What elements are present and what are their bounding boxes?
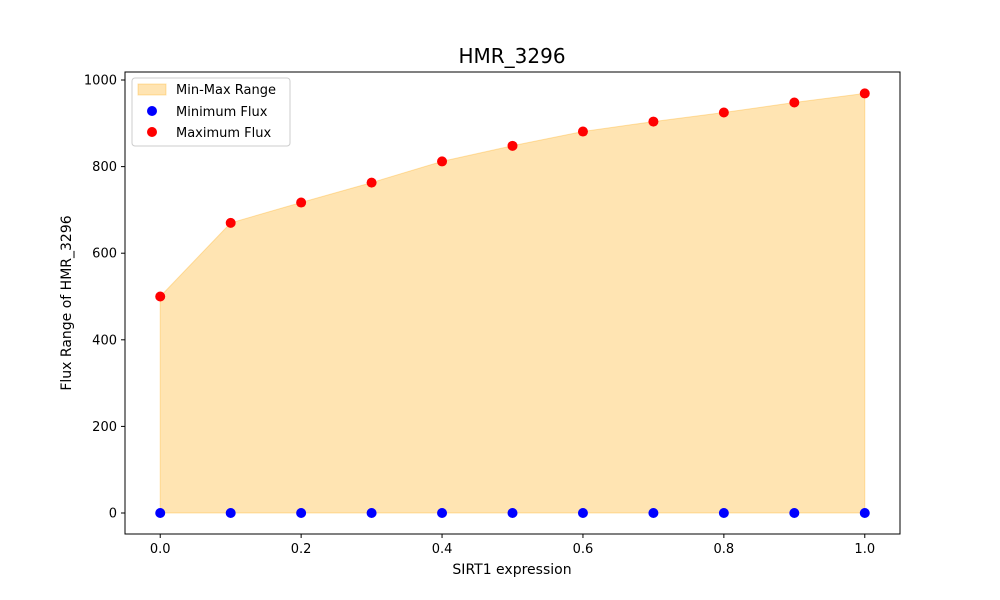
maximum-flux-point [507, 140, 518, 151]
maximum-flux-point [718, 107, 729, 118]
minimum-flux-point [648, 508, 659, 518]
maximum-flux-point [437, 156, 448, 167]
maximum-flux-point [225, 217, 236, 228]
minimum-flux-point [155, 508, 166, 518]
x-tick-label: 0.2 [291, 542, 312, 557]
minimum-flux-point [859, 508, 870, 518]
legend-marker-maximum-flux [147, 127, 157, 137]
minimum-flux-point [437, 508, 448, 518]
chart-title: HMR_3296 [458, 44, 565, 68]
legend-marker-minimum-flux [147, 106, 157, 116]
legend-swatch-min-max-range [137, 83, 167, 96]
minimum-flux-point [507, 508, 518, 518]
x-tick-label: 0.6 [573, 542, 594, 557]
x-tick-label: 0.4 [432, 542, 453, 557]
minimum-flux-point [225, 508, 236, 518]
x-axis-ticks: 0.0 0.2 0.4 0.6 0.8 1.0 [150, 534, 875, 557]
maximum-flux-point [859, 88, 870, 99]
y-axis-ticks: 0 200 400 600 800 1000 [84, 74, 125, 522]
legend: Min-Max Range Minimum Flux Maximum Flux [131, 77, 291, 147]
axes-frame [124, 71, 901, 535]
x-tick-label: 1.0 [854, 542, 875, 557]
legend-label-min-max-range: Min-Max Range [176, 83, 276, 98]
x-axis-label: SIRT1 expression [452, 562, 571, 578]
x-tick-label: 0.0 [150, 542, 171, 557]
y-axis-label: Flux Range of HMR_3296 [59, 215, 75, 390]
minimum-flux-point [366, 508, 377, 518]
points-layer [155, 88, 870, 518]
minimum-flux-point [789, 508, 800, 518]
y-tick-label: 800 [92, 160, 117, 175]
minimum-flux-point [718, 508, 729, 518]
maximum-flux-point [648, 116, 659, 127]
maximum-flux-point [155, 291, 166, 302]
maximum-flux-point [366, 177, 377, 188]
y-tick-label: 400 [92, 333, 117, 348]
y-tick-label: 0 [109, 507, 117, 522]
y-tick-label: 200 [92, 420, 117, 435]
legend-label-minimum-flux: Minimum Flux [176, 105, 268, 120]
y-tick-label: 600 [92, 247, 117, 262]
minimum-flux-point [296, 508, 307, 518]
maximum-flux-point [577, 126, 588, 137]
legend-box [131, 77, 291, 147]
legend-label-maximum-flux: Maximum Flux [176, 126, 272, 141]
x-tick-label: 0.8 [714, 542, 735, 557]
maximum-flux-point [789, 97, 800, 108]
y-tick-label: 1000 [84, 74, 117, 89]
maximum-flux-point [296, 197, 307, 208]
minimum-flux-point [577, 508, 588, 518]
